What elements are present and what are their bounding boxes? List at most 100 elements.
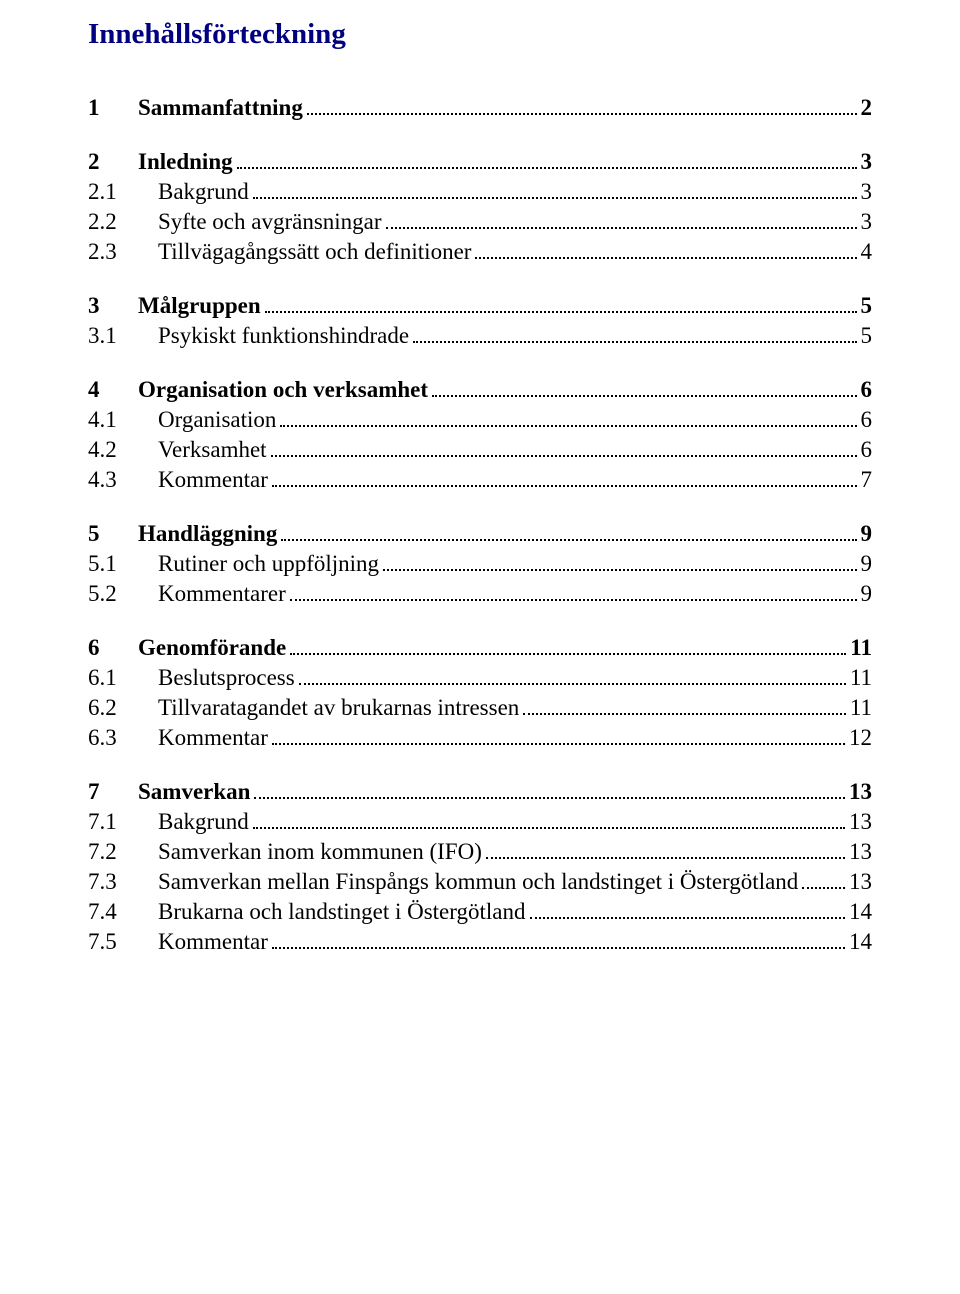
toc-label: Målgruppen [138, 293, 261, 319]
toc-label: Syfte och avgränsningar [158, 209, 382, 235]
toc-label: Beslutsprocess [158, 665, 295, 691]
toc-page: 9 [861, 581, 873, 607]
toc-entry[interactable]: 7.2 Samverkan inom kommunen (IFO) 13 [88, 839, 872, 865]
toc-leader [254, 781, 845, 799]
toc-label: Kommentar [158, 467, 268, 493]
toc-page: 9 [861, 551, 873, 577]
toc-page: 13 [849, 779, 872, 805]
toc-leader [475, 241, 856, 259]
toc-number: 5 [88, 521, 138, 547]
toc-entry[interactable]: 2.1 Bakgrund 3 [88, 179, 872, 205]
toc-entry[interactable]: 5.1 Rutiner och uppföljning 9 [88, 551, 872, 577]
toc-leader [802, 871, 845, 889]
toc-number: 5.1 [88, 551, 158, 577]
toc-leader [486, 841, 845, 859]
toc-label: Verksamhet [158, 437, 267, 463]
toc-page: 5 [861, 323, 873, 349]
toc-leader [281, 523, 856, 541]
toc-leader [280, 409, 856, 427]
toc-entry[interactable]: 7.3 Samverkan mellan Finspångs kommun oc… [88, 869, 872, 895]
toc-label: Sammanfattning [138, 95, 303, 121]
toc-number: 7 [88, 779, 138, 805]
toc-leader [272, 469, 857, 487]
toc-entry[interactable]: 4.1 Organisation 6 [88, 407, 872, 433]
toc-number: 4.1 [88, 407, 158, 433]
toc-leader [237, 151, 857, 169]
toc-entry[interactable]: 7 Samverkan 13 [88, 779, 872, 805]
toc-leader [272, 931, 845, 949]
toc-label: Psykiskt funktionshindrade [158, 323, 409, 349]
toc-leader [307, 97, 857, 115]
toc-entry[interactable]: 4.2 Verksamhet 6 [88, 437, 872, 463]
toc-label: Tillvägagångssätt och definitioner [158, 239, 471, 265]
toc-leader [290, 583, 857, 601]
toc-page: 3 [861, 179, 873, 205]
toc-leader [299, 667, 846, 685]
toc-entry[interactable]: 6.3 Kommentar 12 [88, 725, 872, 751]
toc-page: 13 [849, 869, 872, 895]
toc-entry[interactable]: 2.3 Tillvägagångssätt och definitioner 4 [88, 239, 872, 265]
toc-leader [290, 637, 846, 655]
toc-leader [253, 811, 845, 829]
toc-number: 2 [88, 149, 138, 175]
toc-page: 5 [861, 293, 873, 319]
toc-number: 7.1 [88, 809, 158, 835]
toc-number: 7.2 [88, 839, 158, 865]
toc-leader [523, 697, 846, 715]
toc-number: 4.2 [88, 437, 158, 463]
toc-page: 2 [861, 95, 873, 121]
toc-entry[interactable]: 7.4 Brukarna och landstinget i Östergötl… [88, 899, 872, 925]
toc-entry[interactable]: 4.3 Kommentar 7 [88, 467, 872, 493]
toc-label: Genomförande [138, 635, 286, 661]
toc-leader [271, 439, 857, 457]
page-title: Innehållsförteckning [88, 18, 872, 51]
toc-number: 3 [88, 293, 138, 319]
toc-entry[interactable]: 6 Genomförande 11 [88, 635, 872, 661]
toc-leader [432, 379, 856, 397]
toc-label: Bakgrund [158, 179, 249, 205]
toc-entry[interactable]: 3 Målgruppen 5 [88, 293, 872, 319]
toc-entry[interactable]: 1 Sammanfattning 2 [88, 95, 872, 121]
toc-number: 7.4 [88, 899, 158, 925]
toc-number: 5.2 [88, 581, 158, 607]
toc-entry[interactable]: 5 Handläggning 9 [88, 521, 872, 547]
toc-entry[interactable]: 2.2 Syfte och avgränsningar 3 [88, 209, 872, 235]
toc-entry[interactable]: 7.1 Bakgrund 13 [88, 809, 872, 835]
toc-number: 1 [88, 95, 138, 121]
toc-entry[interactable]: 5.2 Kommentarer 9 [88, 581, 872, 607]
toc-label: Rutiner och uppföljning [158, 551, 379, 577]
toc-page: 14 [849, 899, 872, 925]
toc-page: 11 [850, 635, 872, 661]
toc-entry[interactable]: 2 Inledning 3 [88, 149, 872, 175]
toc-page: 3 [861, 209, 873, 235]
toc-page: 6 [861, 377, 873, 403]
toc-page: 13 [849, 839, 872, 865]
toc-page: 9 [861, 521, 873, 547]
toc-number: 6.3 [88, 725, 158, 751]
toc-page: 6 [861, 437, 873, 463]
toc-page: 11 [850, 695, 872, 721]
toc-leader [265, 295, 857, 313]
toc-entry[interactable]: 7.5 Kommentar 14 [88, 929, 872, 955]
toc-page: 11 [850, 665, 872, 691]
toc-number: 6.2 [88, 695, 158, 721]
toc-page: 13 [849, 809, 872, 835]
toc-entry[interactable]: 4 Organisation och verksamhet 6 [88, 377, 872, 403]
toc-leader [413, 325, 856, 343]
toc-leader [253, 181, 857, 199]
toc-label: Kommentarer [158, 581, 286, 607]
toc-entry[interactable]: 6.2 Tillvaratagandet av brukarnas intres… [88, 695, 872, 721]
toc-leader [386, 211, 857, 229]
toc-entry[interactable]: 3.1 Psykiskt funktionshindrade 5 [88, 323, 872, 349]
toc-entry[interactable]: 6.1 Beslutsprocess 11 [88, 665, 872, 691]
toc-page: 6 [861, 407, 873, 433]
toc-leader [530, 901, 846, 919]
toc-label: Samverkan [138, 779, 250, 805]
toc-leader [383, 553, 856, 571]
toc-number: 6.1 [88, 665, 158, 691]
toc-label: Tillvaratagandet av brukarnas intressen [158, 695, 519, 721]
toc-number: 4.3 [88, 467, 158, 493]
toc-number: 3.1 [88, 323, 158, 349]
toc-label: Samverkan inom kommunen (IFO) [158, 839, 482, 865]
toc-label: Samverkan mellan Finspångs kommun och la… [158, 869, 798, 895]
